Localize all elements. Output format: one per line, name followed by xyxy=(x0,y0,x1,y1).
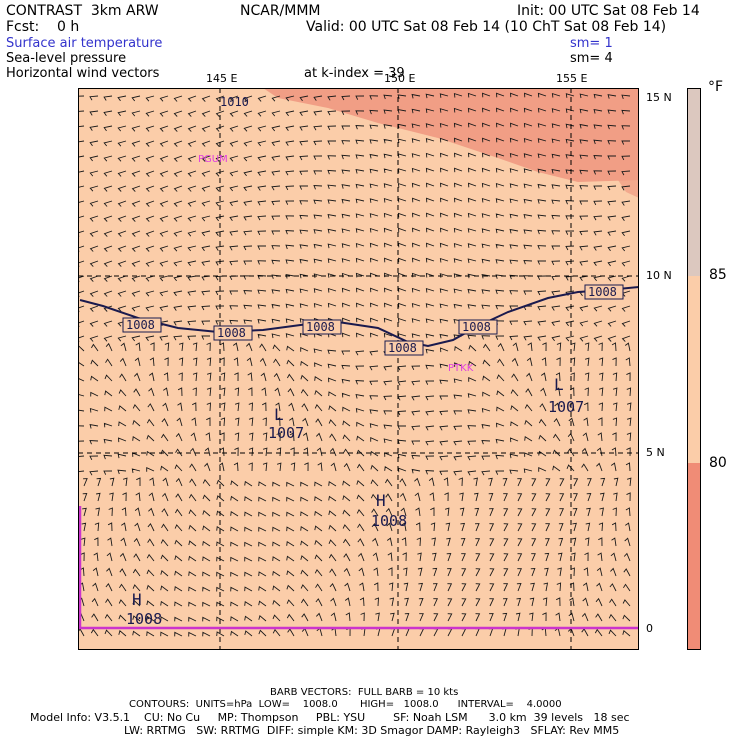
lon-label-150: 150 E xyxy=(384,72,416,85)
center-title: NCAR/MMM xyxy=(240,3,321,19)
lat-label-0: 0 xyxy=(646,622,653,635)
field-pressure-smoothing: sm= 4 xyxy=(570,51,613,66)
footer-barb-vectors: BARB VECTORS: FULL BARB = 10 kts xyxy=(270,687,459,698)
map-frame xyxy=(78,88,639,650)
footer-contours: CONTOURS: UNITS=hPa LOW= 1008.0 HIGH= 10… xyxy=(129,699,562,710)
colorbar-tick-80: 80 xyxy=(709,455,727,471)
center-low-1-value: 1007 xyxy=(268,424,304,442)
map-panel: 1010 1008 1008 1008 1008 1008 1008 PGUM … xyxy=(78,88,639,650)
isobar-label: 1008 xyxy=(217,326,246,340)
colorbar-tick-85: 85 xyxy=(709,267,727,283)
center-high-2-symbol: H xyxy=(132,590,142,609)
equator-line xyxy=(78,506,639,630)
warm-temperature-region xyxy=(263,88,639,198)
isobar-label: 1008 xyxy=(462,320,491,334)
grid-lines xyxy=(78,88,639,650)
lon-label-145: 145 E xyxy=(206,72,238,85)
init-time: Init: 00 UTC Sat 08 Feb 14 xyxy=(517,3,700,19)
isobar-labels: 1010 1008 1008 1008 1008 1008 1008 xyxy=(122,95,624,356)
center-low-2-value: 1007 xyxy=(548,398,584,416)
valid-time: Valid: 00 UTC Sat 08 Feb 14 (10 ChT Sat … xyxy=(306,19,667,35)
colorbar-segment-middle xyxy=(687,276,701,463)
isobar-label: 1008 xyxy=(588,285,617,299)
level-label: at k-index = 39 xyxy=(304,66,405,81)
center-low-2-symbol: L xyxy=(554,375,564,394)
field-wind: Horizontal wind vectors xyxy=(6,66,160,81)
lat-label-15n: 15 N xyxy=(646,91,672,104)
field-temperature: Surface air temperature xyxy=(6,36,163,51)
stations: PGUM PTKK xyxy=(198,154,474,374)
lat-label-5n: 5 N xyxy=(646,446,665,459)
lat-label-10n: 10 N xyxy=(646,269,672,282)
lon-label-155: 155 E xyxy=(556,72,588,85)
center-low-1-symbol: L xyxy=(274,405,284,424)
field-pressure: Sea-level pressure xyxy=(6,51,127,66)
pressure-centers: L 1007 L 1007 H 1008 H 1008 xyxy=(126,375,584,628)
isobar-label: 1010 xyxy=(220,95,249,109)
colorbar-segment-lower xyxy=(687,463,701,650)
isobar-label: 1008 xyxy=(388,341,417,355)
center-high-2-value: 1008 xyxy=(126,610,162,628)
station-ptkk: PTKK xyxy=(448,363,474,374)
isobar-label: 1008 xyxy=(126,318,155,332)
field-temperature-smoothing: sm= 1 xyxy=(570,36,613,51)
center-high-1-symbol: H xyxy=(376,491,386,510)
isobar-label: 1008 xyxy=(306,320,335,334)
model-title: CONTRAST 3km ARW xyxy=(6,3,159,19)
center-high-1-value: 1008 xyxy=(371,512,407,530)
colorbar xyxy=(687,88,701,650)
footer-model-info: Model Info: V3.5.1 CU: No Cu MP: Thompso… xyxy=(30,711,630,724)
isobar-1008 xyxy=(79,286,639,348)
forecast-hour: Fcst: 0 h xyxy=(6,19,80,35)
colorbar-unit: °F xyxy=(708,79,724,95)
station-pgum: PGUM xyxy=(198,154,228,165)
footer-physics: LW: RRTMG SW: RRTMG DIFF: simple KM: 3D … xyxy=(124,724,620,737)
colorbar-segment-upper xyxy=(687,88,701,276)
